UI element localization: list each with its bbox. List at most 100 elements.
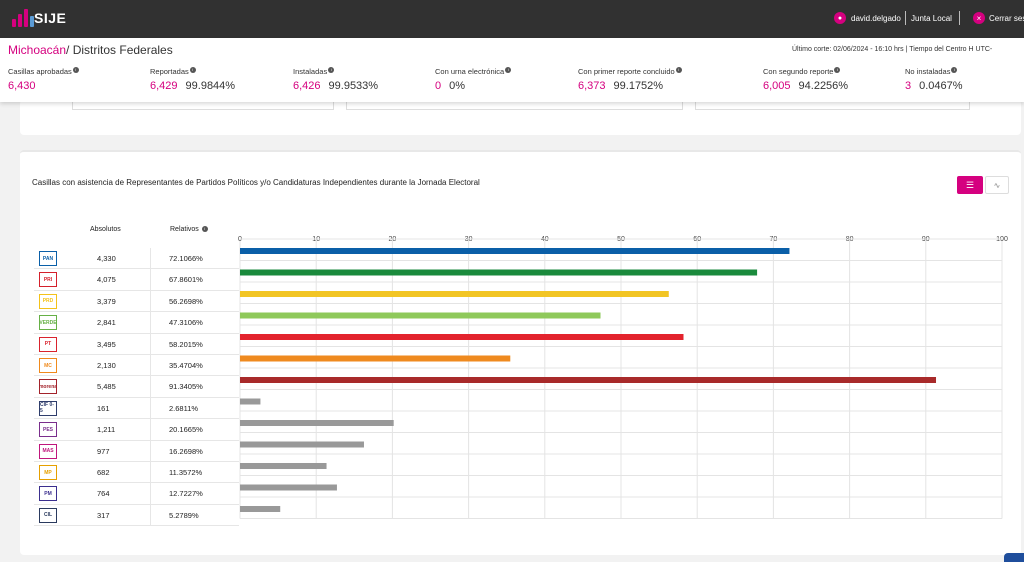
- top-bar: SIJE ● david.delgado Junta Local × Cerra…: [0, 0, 1024, 38]
- representatives-card: [20, 150, 1021, 555]
- party-logo-icon: CIF 0-5: [39, 400, 57, 416]
- stat-casillas-aprobadas: Casillas aprobadas i 6,430: [8, 67, 79, 92]
- user-name: david.delgado: [851, 13, 901, 23]
- relative-value: 12.7227%: [169, 489, 203, 499]
- stat-percent: 0%: [449, 80, 466, 92]
- logout-label: Cerrar ses: [989, 13, 1024, 23]
- party-logo-icon: PRD: [39, 293, 57, 309]
- stat-segundo-reporte: Con segundo reporte i 6,005 94.2256%: [763, 67, 848, 92]
- party-logo-icon: PRI: [39, 272, 57, 288]
- relative-value: 91.3405%: [169, 382, 203, 392]
- relative-value: 5.2789%: [169, 510, 199, 520]
- stat-label: Con segundo reporte: [763, 67, 834, 76]
- divider: [150, 504, 151, 526]
- bar: [240, 441, 364, 448]
- breadcrumb-current: / Distritos Federales: [66, 43, 173, 57]
- cutoff-time: Último corte: 02/06/2024 - 16:10 hrs | T…: [792, 46, 993, 53]
- stat-percent: 0.0467%: [919, 80, 963, 92]
- table-row: PAN 4,330 72.1066%: [34, 248, 239, 270]
- close-icon: ×: [973, 12, 985, 24]
- bar: [240, 312, 601, 319]
- logout-button[interactable]: × Cerrar ses: [973, 12, 1024, 24]
- stat-primer-reporte: Con primer reporte concluido i 6,373 99.17…: [578, 67, 682, 92]
- info-icon[interactable]: i: [201, 226, 208, 233]
- chart-icon: ∿: [993, 180, 1001, 190]
- info-icon[interactable]: i: [834, 67, 841, 73]
- previous-card-panel: [72, 100, 334, 110]
- bar: [240, 484, 337, 491]
- stat-percent: 99.9533%: [328, 80, 379, 92]
- relative-value: 56.2698%: [169, 296, 203, 306]
- info-icon[interactable]: i: [328, 67, 335, 73]
- absolute-value: 1,211: [97, 425, 116, 435]
- info-icon[interactable]: i: [675, 67, 682, 73]
- party-logo-icon: PES: [39, 422, 57, 438]
- breadcrumb: Michoacán/ Distritos Federales: [8, 43, 173, 57]
- stat-label: Reportadas: [150, 67, 189, 76]
- bar: [240, 420, 394, 426]
- app-name: SIJE: [34, 10, 67, 26]
- x-tick-label: 100: [996, 236, 1008, 243]
- relative-value: 16.2698%: [169, 446, 203, 456]
- card-title: Casillas con asistencia de Representante…: [32, 178, 480, 187]
- party-logo-icon: PM: [39, 486, 57, 502]
- user-menu[interactable]: ● david.delgado: [834, 12, 901, 24]
- divider: [959, 11, 960, 25]
- info-icon[interactable]: i: [505, 67, 512, 73]
- summary-header: Michoacán/ Distritos Federales Último co…: [0, 38, 1024, 102]
- stat-label: Casillas aprobadas: [8, 67, 72, 76]
- stat-percent: 94.2256%: [798, 80, 849, 92]
- role-label[interactable]: Junta Local: [911, 14, 952, 23]
- table-row: CIL 317 5.2789%: [34, 504, 239, 527]
- info-icon[interactable]: i: [189, 67, 196, 73]
- stat-number: 6,426: [293, 80, 321, 92]
- table-row: PES 1,211 20.1665%: [34, 419, 239, 441]
- bar: [240, 506, 281, 512]
- table-row: PRI 4,075 67.8601%: [34, 269, 239, 291]
- user-icon: ●: [834, 12, 846, 24]
- stat-instaladas: Instaladas i 6,426 99.9533%: [293, 67, 378, 92]
- table-row: MC 2,130 35.4704%: [34, 355, 239, 377]
- stat-percent: 99.9844%: [185, 80, 236, 92]
- bar: [240, 269, 758, 276]
- party-logo-icon: VERDE: [39, 315, 57, 331]
- divider: [150, 440, 151, 461]
- relative-value: 2.6811%: [169, 403, 199, 413]
- absolute-value: 764: [97, 489, 110, 499]
- stat-no-instaladas: No instaladas i 3 0.0467%: [905, 67, 963, 92]
- absolute-value: 317: [97, 510, 110, 520]
- divider: [150, 419, 151, 440]
- column-label: Relativos: [170, 226, 199, 233]
- absolute-value: 2,130: [97, 361, 116, 370]
- relative-value: 72.1066%: [169, 254, 203, 263]
- stat-percent: 99.1752%: [613, 80, 664, 92]
- bar: [240, 248, 790, 254]
- absolute-value: 161: [97, 403, 110, 413]
- bar: [240, 377, 937, 383]
- previous-card-panel: [346, 100, 683, 110]
- stat-number: 6,373: [578, 80, 606, 92]
- breadcrumb-state[interactable]: Michoacán: [8, 43, 67, 57]
- info-icon[interactable]: i: [951, 67, 958, 73]
- party-logo-icon: PT: [39, 336, 57, 352]
- table-row: VERDE 2,841 47.3106%: [34, 312, 239, 334]
- corner-widget[interactable]: [1004, 553, 1024, 562]
- table-view-button[interactable]: ☰: [957, 176, 983, 194]
- divider: [150, 355, 151, 376]
- info-icon[interactable]: i: [72, 67, 79, 73]
- divider: [905, 11, 906, 25]
- relative-value: 47.3106%: [169, 318, 203, 328]
- divider: [150, 397, 151, 419]
- divider: [150, 269, 151, 290]
- stat-urna-electronica: Con urna electrónica i 0 0%: [435, 67, 512, 92]
- table-row: PT 3,495 58.2015%: [34, 333, 239, 355]
- previous-card-panel: [695, 100, 970, 110]
- stat-label: Con urna electrónica: [435, 67, 505, 76]
- absolute-value: 4,330: [97, 254, 116, 263]
- column-label: Absolutos: [90, 226, 121, 233]
- bar: [240, 334, 684, 340]
- relative-value: 20.1665%: [169, 425, 203, 435]
- absolute-value: 977: [97, 446, 110, 456]
- party-logo-icon: morena: [39, 379, 57, 395]
- chart-view-button[interactable]: ∿: [985, 176, 1009, 194]
